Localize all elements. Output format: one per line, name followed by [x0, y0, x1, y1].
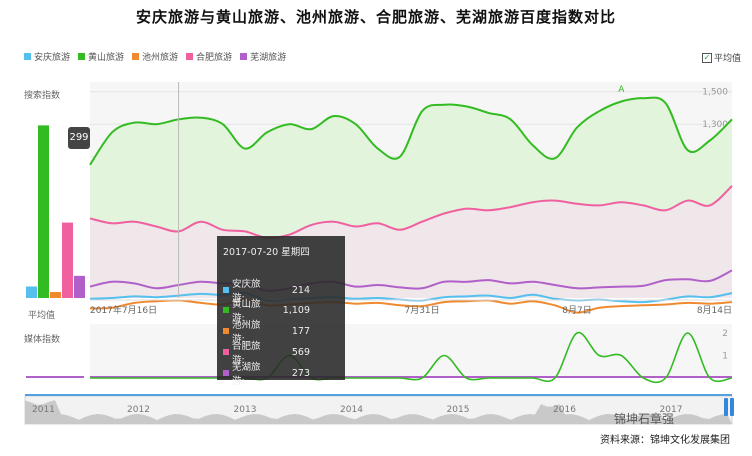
tooltip-value: 214	[291, 284, 310, 296]
tooltip-name: 池州旅游:	[232, 320, 261, 345]
tooltip-value: 569	[291, 346, 310, 358]
legend-item-anqing[interactable]: 安庆旅游	[24, 50, 70, 63]
avg-toggle-label: 平均值	[714, 54, 742, 64]
x-tick-label: 8月7日	[562, 305, 591, 316]
navigator-year-label: 2015	[447, 405, 470, 415]
y-tick-label: 1,500	[702, 88, 728, 98]
avg-toggle[interactable]: ✓ 平均值	[702, 51, 741, 64]
tooltip-row: 安庆旅游: 214	[223, 276, 310, 304]
media-y-tick-label: 1	[722, 352, 728, 362]
legend-label: 合肥旅游	[196, 53, 233, 63]
avg-bar-wuhu	[74, 275, 85, 298]
tooltip-swatch	[223, 349, 229, 355]
media-index-label: 媒体指数	[24, 335, 61, 345]
media-plot-area	[90, 324, 732, 378]
avg-bar-hefei	[62, 222, 73, 298]
y-tick-label: 1,300	[702, 120, 728, 130]
series-line-wuhu	[89, 269, 733, 292]
legend-label: 池州旅游	[142, 53, 179, 63]
navigator-handle	[724, 398, 728, 416]
navigator-year-label: 2013	[234, 405, 257, 415]
legend-swatch	[24, 53, 31, 60]
checkbox-icon[interactable]: ✓	[702, 52, 712, 63]
series-line-hefei	[89, 185, 733, 240]
navigator-year-label: 2017	[660, 405, 683, 415]
navigator-year-label: 2016	[553, 405, 576, 415]
avg-bar-anqing	[26, 286, 37, 298]
x-tick-label: 8月14日	[697, 305, 732, 316]
x-tick-label: 7月31日	[404, 305, 439, 316]
tooltip-name: 芜湖旅游:	[232, 362, 261, 387]
navigator-year-label: 2011	[32, 405, 55, 415]
avg-bar-chizhou	[50, 292, 61, 298]
tooltip-row: 合肥旅游: 569	[223, 338, 310, 366]
legend-label: 芜湖旅游	[250, 53, 287, 63]
chart-title: 安庆旅游与黄山旅游、池州旅游、合肥旅游、芜湖旅游百度指数对比	[135, 8, 616, 26]
navigator-year-label: 2014	[340, 405, 363, 415]
legend-swatch	[132, 53, 140, 60]
navigator-area	[25, 400, 732, 424]
tooltip: 2017-07-20 星期四 安庆旅游: 214 黄山旅游: 1,109 池州旅游:…	[217, 236, 345, 387]
tooltip-swatch	[223, 370, 229, 376]
tooltip-row: 池州旅游: 177	[223, 317, 310, 345]
x-tick-label: 2017年7月16日	[90, 304, 157, 316]
source-note: 资料来源：锦坤文化发展集团	[600, 435, 730, 446]
navigator-year-label: 2012	[127, 405, 150, 415]
series-line-huangshan	[89, 96, 733, 166]
navigator-handle	[730, 398, 734, 416]
tooltip-value: 1,109	[282, 304, 310, 316]
watermark: 锦坤石章强	[614, 412, 675, 426]
tooltip-value: 273	[291, 367, 310, 379]
legend-swatch	[240, 53, 248, 60]
legend-label: 安庆旅游	[34, 53, 71, 63]
tooltip-date: 2017-07-20 星期四	[223, 247, 310, 258]
tooltip-name: 安庆旅游:	[232, 279, 261, 304]
tooltip-swatch	[223, 287, 229, 293]
legend-item-hefei[interactable]: 合肥旅游	[186, 50, 232, 63]
tooltip-name: 合肥旅游:	[232, 341, 261, 366]
tooltip-swatch	[223, 328, 229, 334]
peak-marker: A	[618, 85, 625, 95]
avg-bar-label: 平均值	[28, 311, 56, 321]
navigator-range-bar	[25, 394, 732, 396]
avg-bar-huangshan	[38, 125, 49, 298]
media-series-line	[89, 331, 733, 384]
legend: 安庆旅游 黄山旅游 池州旅游 合肥旅游 芜湖旅游	[24, 50, 286, 63]
tooltip-row: 芜湖旅游: 273	[223, 359, 310, 387]
legend-item-chizhou[interactable]: 池州旅游	[132, 50, 178, 63]
legend-item-wuhu[interactable]: 芜湖旅游	[240, 50, 286, 63]
legend-swatch	[186, 53, 194, 60]
search-index-label: 搜索指数	[24, 91, 61, 101]
tooltip-name: 黄山旅游:	[232, 299, 261, 324]
tooltip-row: 黄山旅游: 1,109	[223, 296, 310, 324]
avg-value-bubble: 299	[68, 127, 90, 149]
legend-swatch	[78, 53, 86, 60]
media-avg-baseline	[26, 376, 84, 378]
legend-item-huangshan[interactable]: 黄山旅游	[78, 50, 124, 63]
tooltip-swatch	[223, 307, 229, 313]
media-y-tick-label: 2	[722, 329, 728, 339]
series-line-chizhou	[89, 298, 733, 314]
legend-label: 黄山旅游	[88, 53, 125, 63]
tooltip-value: 177	[291, 325, 310, 337]
media-baseline	[90, 376, 732, 378]
